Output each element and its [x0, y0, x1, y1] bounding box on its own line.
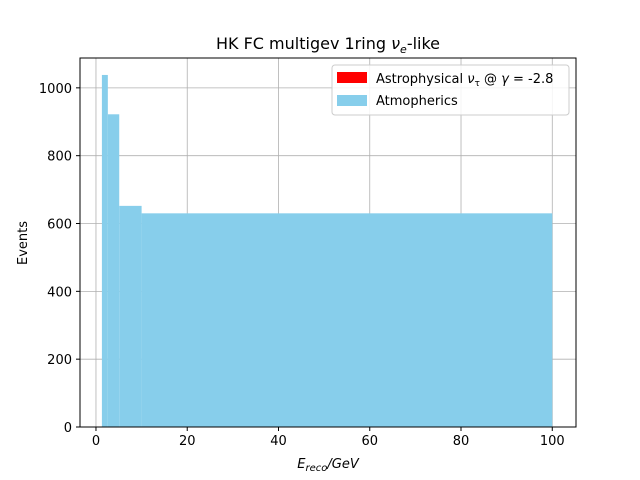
histogram-bar-series1-bin0 [101, 74, 108, 428]
legend-swatch-astrophysical [337, 72, 367, 83]
legend-box [331, 64, 570, 116]
histogram-bars [101, 74, 553, 428]
y-tick-label: 0 [64, 421, 72, 436]
x-tick-label: 0 [92, 434, 100, 449]
legend-label-atmopherics: Atmopherics [376, 94, 458, 109]
y-tick-label: 1000 [39, 82, 72, 97]
x-tick-label: 20 [179, 434, 196, 449]
legend-swatch-atmopherics [337, 95, 367, 106]
x-tick-label: 40 [270, 434, 287, 449]
x-axis-label: Ereco/GeV [297, 457, 360, 474]
plot-frame [79, 57, 577, 428]
y-tick-label: 200 [47, 353, 72, 368]
x-tick-label: 60 [361, 434, 378, 449]
y-axis-label: Events [16, 221, 31, 265]
y-tick-label: 800 [47, 150, 72, 165]
y-tick-label: 600 [47, 218, 72, 233]
histogram-bar-series1-bin1 [107, 114, 120, 428]
y-axis-ticks: 0 200 400 600 800 1000 [39, 82, 80, 436]
x-tick-label: 80 [453, 434, 470, 449]
y-tick-label: 400 [47, 285, 72, 300]
chart-title: HK FC multigev 1ring νe-like [216, 34, 440, 56]
histogram-bar-series1-bin2 [119, 205, 142, 427]
x-tick-label: 100 [540, 434, 565, 449]
legend: Astrophysical ντ @ γ = -2.8 Atmopherics [331, 64, 570, 116]
histogram-bar-series1-bin3 [141, 213, 553, 427]
x-axis-ticks: 0 20 40 60 80 100 [92, 427, 565, 449]
legend-label-astrophysical: Astrophysical ντ @ γ = -2.8 [376, 72, 553, 89]
